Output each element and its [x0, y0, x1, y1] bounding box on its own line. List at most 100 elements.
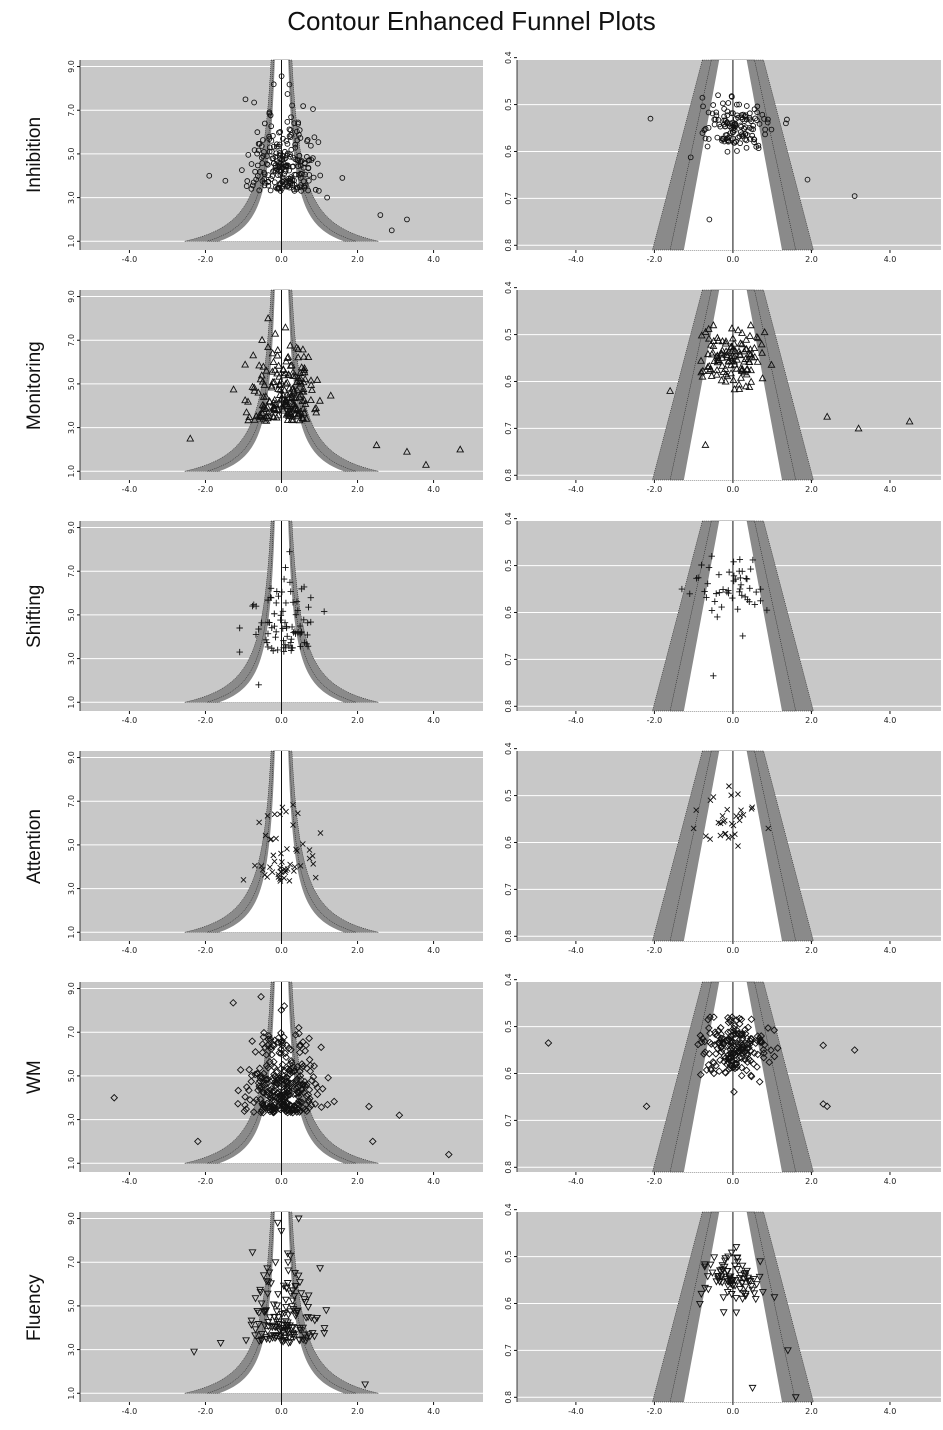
- data-point: [287, 647, 295, 654]
- data-point: [281, 1318, 290, 1326]
- y-tick-label: 7.0: [67, 334, 76, 347]
- y-tick-label: 0.7: [504, 883, 513, 896]
- data-point: [288, 146, 295, 153]
- data-point: [281, 619, 289, 626]
- data-point: [290, 394, 299, 402]
- data-point: [753, 1050, 762, 1059]
- data-point: [714, 134, 721, 141]
- data-point: [259, 1033, 268, 1041]
- data-point: [731, 1051, 739, 1059]
- data-point: [717, 1273, 726, 1281]
- data-point: [301, 160, 308, 167]
- data-point: [288, 1303, 297, 1311]
- data-point: [282, 148, 288, 155]
- data-point: [280, 386, 289, 394]
- data-point: [737, 581, 745, 589]
- y-tick-label: 3.0: [67, 1343, 76, 1356]
- x-tick-label: -2.0: [647, 946, 663, 955]
- data-point: [260, 1309, 269, 1317]
- data-point: [733, 1265, 742, 1274]
- data-point: [259, 1069, 268, 1078]
- row-label-shifting: Shifting: [24, 584, 45, 648]
- data-point: [272, 168, 279, 174]
- data-point: [273, 141, 280, 148]
- data-point: [305, 177, 312, 184]
- data-point: [289, 644, 296, 652]
- data-point: [308, 1330, 317, 1338]
- data-point: [268, 1087, 277, 1096]
- data-point: [251, 99, 257, 106]
- data-point: [306, 172, 313, 178]
- data-point: [313, 375, 322, 383]
- data-point: [753, 334, 762, 342]
- data-point: [742, 112, 749, 119]
- data-point: [704, 334, 713, 342]
- data-point: [273, 835, 279, 842]
- data-point: [267, 187, 274, 194]
- data-point: [729, 375, 738, 384]
- data-point: [275, 592, 282, 600]
- data-point: [275, 372, 284, 380]
- data-point: [296, 184, 303, 191]
- data-point: [730, 558, 737, 565]
- data-point: [721, 817, 728, 824]
- data-point: [742, 344, 751, 353]
- data-point: [700, 103, 706, 110]
- data-point: [905, 417, 914, 425]
- data-point: [749, 804, 756, 811]
- data-point: [194, 1137, 202, 1146]
- y-tick-label: 0.6: [504, 836, 513, 849]
- x-tick-label: 0.0: [727, 485, 740, 494]
- data-point: [265, 397, 274, 405]
- y-tick-label: 3.0: [67, 882, 76, 895]
- data-point: [294, 1215, 303, 1223]
- data-point: [313, 1314, 322, 1323]
- data-point: [746, 116, 753, 123]
- data-point: [758, 1038, 766, 1047]
- data-point: [735, 1020, 744, 1028]
- data-point: [299, 384, 308, 392]
- data-point: [732, 123, 739, 130]
- data-point: [282, 564, 289, 571]
- data-point: [234, 1086, 243, 1095]
- data-point: [295, 157, 302, 164]
- data-point: [715, 1278, 724, 1286]
- data-point: [731, 1033, 740, 1042]
- data-point: [258, 408, 267, 416]
- data-point: [293, 385, 302, 393]
- data-point: [736, 817, 743, 824]
- data-point: [729, 594, 736, 602]
- data-point: [753, 1037, 762, 1045]
- data-point: [697, 331, 706, 339]
- data-point: [737, 574, 744, 582]
- data-point: [258, 1048, 267, 1057]
- data-point: [729, 1049, 738, 1057]
- data-point: [267, 1043, 275, 1051]
- y-tick-label: 0.8: [504, 239, 513, 252]
- data-point: [290, 801, 296, 808]
- y-tick-label: 7.0: [67, 1026, 76, 1039]
- x-tick-label: -2.0: [198, 946, 214, 955]
- data-point: [713, 354, 722, 362]
- data-point: [320, 1330, 329, 1338]
- data-point: [274, 646, 281, 654]
- data-point: [733, 1254, 742, 1262]
- x-tick-label: 4.0: [884, 1177, 897, 1186]
- data-point: [377, 212, 384, 218]
- y-tick-label: 3.0: [67, 1113, 76, 1126]
- data-point: [274, 1291, 283, 1299]
- data-point: [284, 1087, 293, 1095]
- data-point: [729, 1050, 738, 1058]
- data-point: [247, 1321, 256, 1329]
- data-point: [282, 1304, 290, 1312]
- data-point: [206, 172, 213, 179]
- data-point: [315, 396, 324, 404]
- data-point: [286, 1339, 295, 1347]
- data-point: [726, 783, 732, 790]
- data-point: [735, 1275, 744, 1283]
- data-point: [754, 109, 761, 116]
- data-point: [743, 1039, 752, 1048]
- data-point: [267, 585, 275, 592]
- data-point: [245, 412, 254, 421]
- data-point: [284, 150, 291, 157]
